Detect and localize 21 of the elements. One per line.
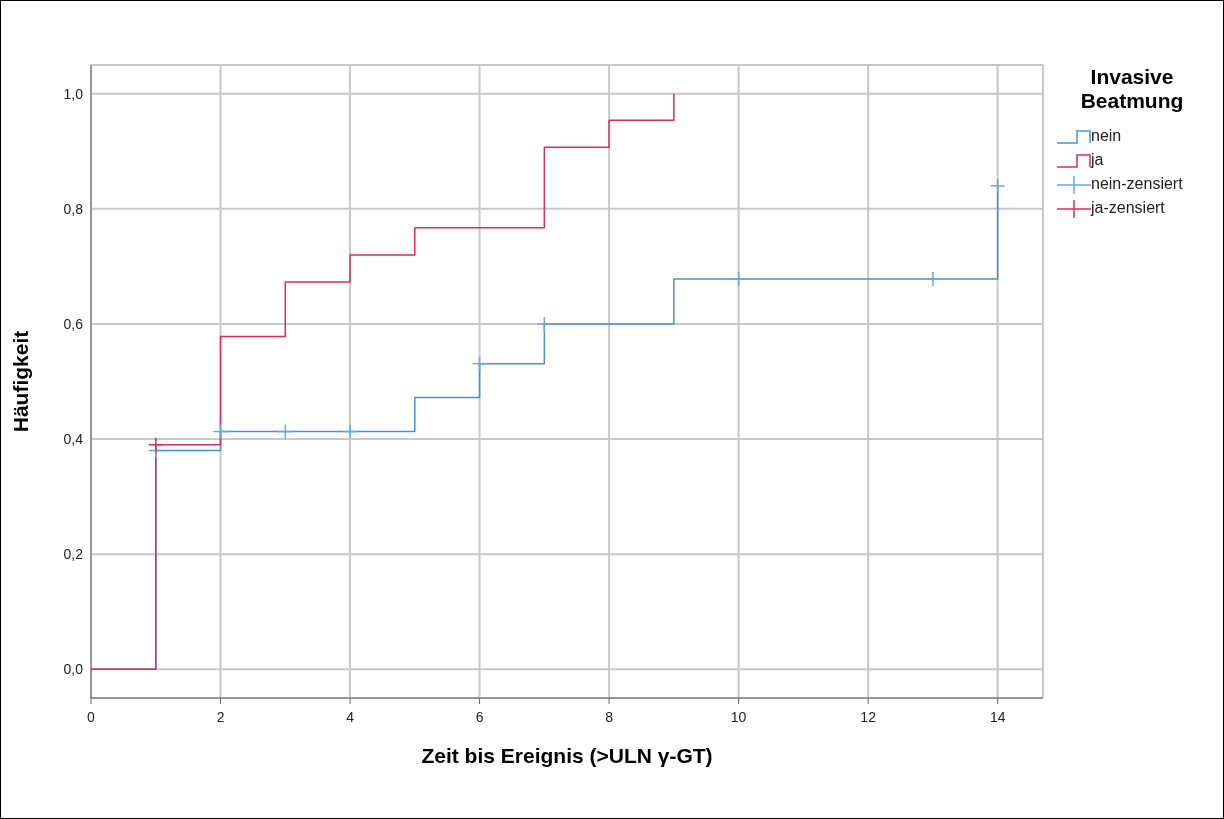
x-tick-label: 14 <box>989 709 1006 725</box>
y-axis-title: Häufigkeit <box>9 330 33 433</box>
x-axis-title: Zeit bis Ereignis (>ULN γ-GT) <box>421 743 713 767</box>
y-tick-label: 0,2 <box>63 546 84 563</box>
y-tick-label: 0,6 <box>63 315 84 332</box>
x-tick-label: 2 <box>216 709 225 725</box>
legend-label: ja <box>1091 151 1104 169</box>
y-tick-label: 0,0 <box>63 661 84 678</box>
x-tick-label: 6 <box>475 709 484 725</box>
x-tick-label: 8 <box>605 709 614 725</box>
y-tick-label: 0,8 <box>63 200 84 217</box>
x-tick-label: 10 <box>730 709 747 725</box>
x-tick-label: 4 <box>346 709 355 725</box>
y-tick-label: 0,4 <box>63 431 84 448</box>
legend-label: ja-zensiert <box>1091 199 1165 217</box>
legend-label: nein-zensiert <box>1091 175 1183 193</box>
y-tick-label: 1,0 <box>63 85 84 102</box>
x-tick-label: 0 <box>87 709 96 725</box>
legend-title: Invasive Beatmung <box>1079 65 1185 113</box>
x-tick-label: 12 <box>860 709 877 725</box>
legend-label: nein <box>1091 127 1122 145</box>
